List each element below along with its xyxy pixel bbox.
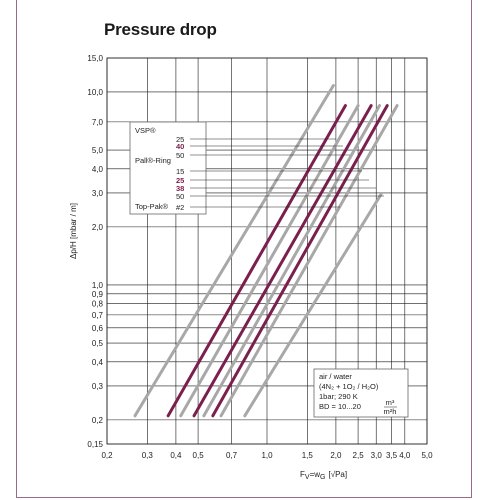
page-frame — [16, 0, 472, 498]
x-axis-label-sub2: G — [320, 474, 325, 481]
y-tick-label: 15,0 — [87, 54, 103, 63]
legend-box — [129, 121, 207, 215]
annotation-line: (4N₂ + 1O₂ / H₂O) — [319, 382, 379, 391]
x-tick-label: 0,3 — [142, 451, 154, 460]
series-line-6 — [211, 104, 389, 418]
series-line-1 — [133, 84, 335, 418]
x-tick-label: 1,5 — [302, 451, 314, 460]
series-line-3 — [179, 104, 360, 418]
x-tick-label: 5,0 — [421, 451, 433, 460]
y-tick-label: 0,7 — [92, 311, 104, 320]
y-tick-label: 7,0 — [92, 118, 104, 127]
x-axis-label-sub: V — [305, 474, 310, 481]
x-tick-label: 1,0 — [261, 451, 273, 460]
legend-value: 25 — [176, 176, 184, 185]
legend-group-pall-ring: Pall®-Ring — [135, 156, 171, 165]
y-tick-label: 0,8 — [92, 300, 104, 309]
y-axis-label: Δp/H [mbar / m] — [69, 203, 78, 259]
y-tick-label: 0,3 — [92, 382, 104, 391]
series-line-8 — [243, 192, 383, 418]
x-tick-label: 0,7 — [226, 451, 238, 460]
annotation-unit-numerator: m³ — [386, 398, 395, 407]
y-tick-label: 0,4 — [92, 358, 104, 367]
y-tick-label: 1,0 — [92, 281, 104, 290]
x-tick-label: 3,0 — [371, 451, 383, 460]
legend-value: 50 — [176, 151, 184, 160]
legend-value: 38 — [176, 184, 184, 193]
series-line-4 — [192, 104, 373, 418]
annotation-line: 1bar; 290 K — [319, 392, 358, 401]
x-axis-label-rest: [√Pa] — [328, 470, 347, 479]
x-tick-label: 2,0 — [330, 451, 342, 460]
x-tick-label: 4,0 — [399, 451, 411, 460]
legend-value: #2 — [176, 203, 184, 212]
x-axis-label-mid: =w — [310, 470, 321, 479]
series-line-5 — [202, 104, 381, 418]
x-tick-label: 2,5 — [353, 451, 365, 460]
x-tick-label: 0,4 — [170, 451, 182, 460]
legend-group-top-pak: Top-Pak® — [135, 202, 169, 211]
y-tick-label: 0,2 — [92, 416, 104, 425]
y-tick-label: 3,0 — [92, 189, 104, 198]
x-axis-label-f: F — [300, 470, 305, 479]
y-tick-label: 0,5 — [92, 339, 104, 348]
legend-value: 40 — [176, 142, 184, 151]
y-tick-label: 0,9 — [92, 290, 104, 299]
legend-group-vsp: VSP® — [135, 126, 156, 135]
series-line-7 — [219, 104, 399, 418]
series-line-2 — [166, 104, 347, 418]
page-title: Pressure drop — [104, 20, 217, 39]
annotation-line: air / water — [319, 372, 352, 381]
x-axis-label: FV=wG [√Pa] — [300, 470, 347, 481]
x-tick-label: 0,2 — [101, 451, 113, 460]
legend-value: 50 — [176, 192, 184, 201]
legend-value: 25 — [176, 135, 184, 144]
legend-value: 15 — [176, 167, 184, 176]
y-tick-label: 10,0 — [87, 88, 103, 97]
y-tick-label: 0,6 — [92, 324, 104, 333]
x-tick-label: 3,5 — [386, 451, 398, 460]
annotation-unit-denominator: m²h — [384, 407, 397, 416]
annotation-line: BD = 10...20 — [319, 402, 361, 411]
y-tick-label: 0,15 — [87, 440, 103, 449]
annotation-box — [313, 368, 409, 418]
y-tick-label: 4,0 — [92, 165, 104, 174]
x-tick-label: 0,5 — [193, 451, 205, 460]
y-tick-label: 2,0 — [92, 223, 104, 232]
y-tick-label: 5,0 — [92, 146, 104, 155]
